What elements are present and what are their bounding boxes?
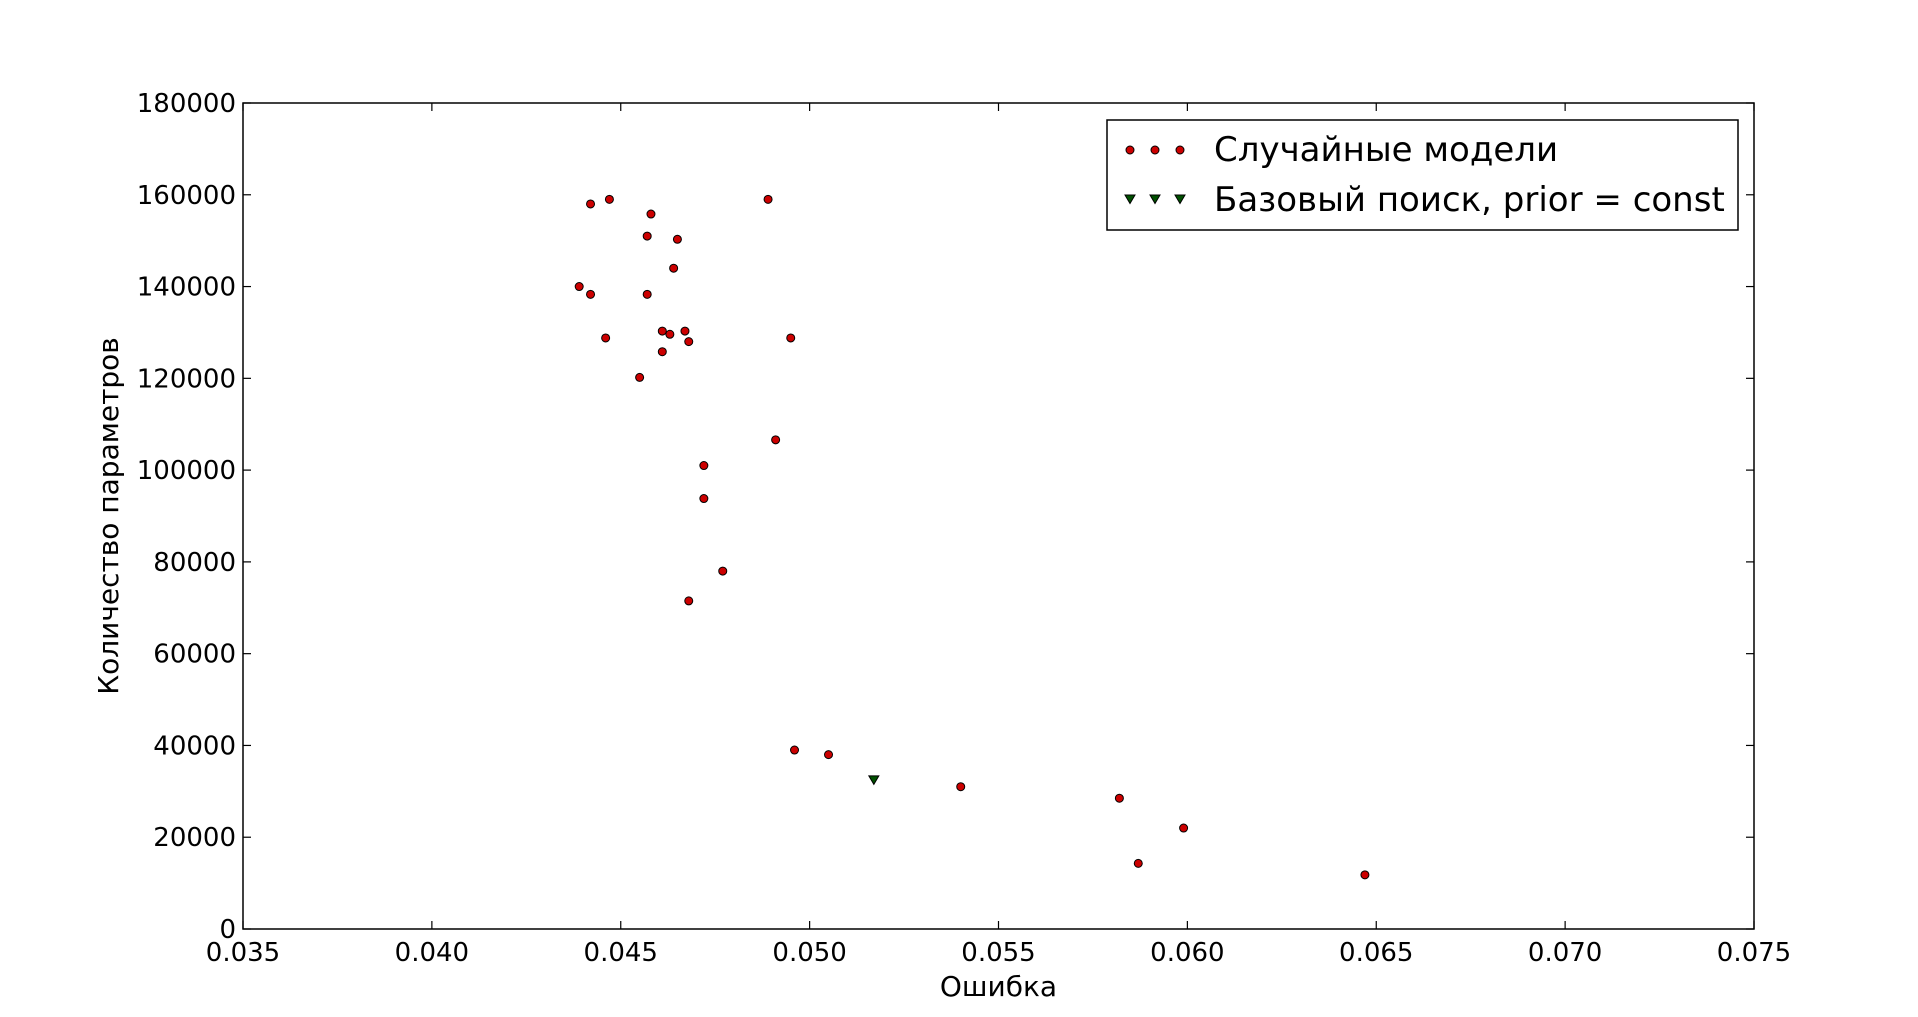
legend-label-random-models: Случайные модели xyxy=(1214,130,1558,170)
legend-entry-random-models: Случайные модели xyxy=(1125,130,1558,170)
random-model-point xyxy=(684,596,694,606)
random-model-point xyxy=(763,194,773,204)
y-tick-label: 20000 xyxy=(153,823,236,853)
x-tick-label: 0.050 xyxy=(772,938,846,968)
random-model-point xyxy=(790,745,800,755)
y-axis-label: Количество параметров xyxy=(92,337,125,695)
legend-circle-marker xyxy=(1125,145,1135,155)
random-model-point xyxy=(1360,870,1370,880)
legend-box xyxy=(1106,119,1739,231)
x-tick-label: 0.060 xyxy=(1150,938,1224,968)
random-model-point xyxy=(586,289,596,299)
base-search-point xyxy=(867,775,880,786)
x-tick-label: 0.035 xyxy=(206,938,280,968)
random-model-point xyxy=(646,209,656,219)
x-tick-label: 0.045 xyxy=(584,938,658,968)
x-tick-label: 0.055 xyxy=(961,938,1035,968)
random-model-point xyxy=(657,347,667,357)
random-model-point xyxy=(786,333,796,343)
random-model-point xyxy=(642,231,652,241)
random-model-point xyxy=(574,282,584,292)
x-tick-label: 0.070 xyxy=(1528,938,1602,968)
y-tick-label: 0 xyxy=(219,915,236,945)
random-model-point xyxy=(657,326,667,336)
y-tick-label: 80000 xyxy=(153,548,236,578)
random-model-point xyxy=(669,263,679,273)
legend-marker-random-models xyxy=(1125,145,1185,155)
legend: Случайные модели Базовый поиск, prior = … xyxy=(1106,119,1739,231)
x-tick-label: 0.040 xyxy=(395,938,469,968)
random-model-point xyxy=(771,435,781,445)
y-tick-label: 60000 xyxy=(153,640,236,670)
random-model-point xyxy=(665,329,675,339)
random-model-point xyxy=(604,194,614,204)
y-tick-label: 100000 xyxy=(137,456,236,486)
legend-circle-marker xyxy=(1175,145,1185,155)
random-model-point xyxy=(642,289,652,299)
plot-area-frame xyxy=(242,102,1755,930)
y-tick-label: 180000 xyxy=(137,89,236,119)
random-model-point xyxy=(684,337,694,347)
random-model-point xyxy=(680,326,690,336)
random-model-point xyxy=(824,750,834,760)
random-model-point xyxy=(1179,823,1189,833)
x-tick-label: 0.075 xyxy=(1717,938,1791,968)
y-tick-label: 120000 xyxy=(137,364,236,394)
legend-triangle-marker xyxy=(1124,194,1136,205)
random-model-point xyxy=(1133,858,1143,868)
random-model-point xyxy=(586,199,596,209)
y-tick-label: 40000 xyxy=(153,731,236,761)
x-tick-label: 0.065 xyxy=(1339,938,1413,968)
random-model-point xyxy=(1114,793,1124,803)
random-model-point xyxy=(601,333,611,343)
series-markers xyxy=(574,194,1370,880)
legend-circle-marker xyxy=(1150,145,1160,155)
legend-triangle-marker xyxy=(1149,194,1161,205)
x-axis-label: Ошибка xyxy=(940,970,1057,1003)
random-model-point xyxy=(718,566,728,576)
random-model-point xyxy=(699,461,709,471)
legend-triangle-marker xyxy=(1174,194,1186,205)
random-model-point xyxy=(635,372,645,382)
random-model-point xyxy=(699,494,709,504)
y-tick-label: 160000 xyxy=(137,181,236,211)
legend-label-base-search: Базовый поиск, prior = const xyxy=(1214,180,1725,220)
random-model-point xyxy=(672,234,682,244)
random-model-point xyxy=(956,782,966,792)
legend-entry-base-search: Базовый поиск, prior = const xyxy=(1124,180,1725,220)
y-tick-label: 140000 xyxy=(137,273,236,303)
legend-marker-base-search xyxy=(1124,194,1186,205)
axis-tick-labels: 0.035 0.040 0.045 0.050 0.055 0.060 0.065 0.070… xyxy=(137,89,1791,968)
